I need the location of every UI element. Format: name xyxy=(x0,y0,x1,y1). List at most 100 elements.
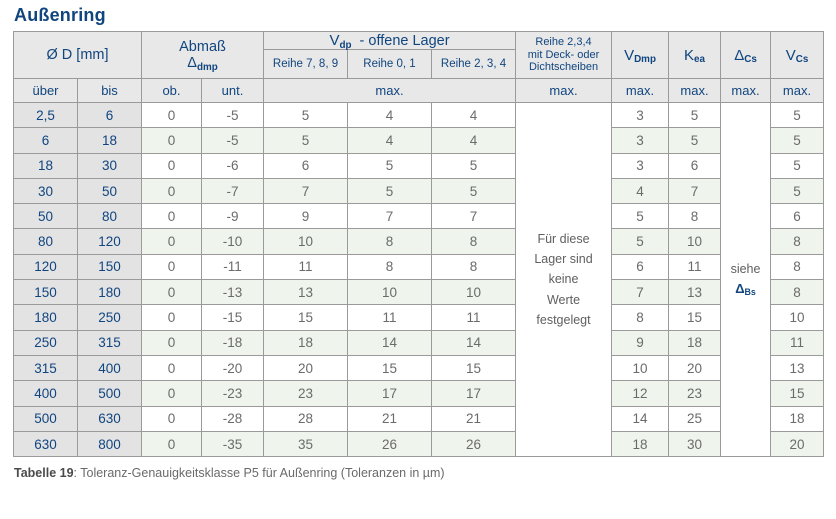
cell-ueber: 500 xyxy=(13,405,78,432)
th-abmass-line2: Δdmp xyxy=(187,55,218,73)
cell-bis: 500 xyxy=(77,380,142,407)
cell-unt: -18 xyxy=(201,329,264,356)
cell-unt: -23 xyxy=(201,380,264,407)
table-row: 6 18 0 -5 5 4 4 3 5 5 xyxy=(13,127,825,154)
cell-vcs: 20 xyxy=(770,430,825,458)
th-max-vdmp: max. xyxy=(611,78,670,103)
cell-kea: 11 xyxy=(668,253,722,281)
cell-vdp234: 14 xyxy=(430,329,517,356)
table-row: 150 180 0 -13 13 10 10 7 13 8 xyxy=(13,279,825,306)
cell-ob: 0 xyxy=(141,279,202,306)
cell-kea: 30 xyxy=(668,430,722,458)
cell-vdmp: 3 xyxy=(611,127,670,154)
cell-ueber: 180 xyxy=(13,304,78,331)
cell-kea: 25 xyxy=(668,405,722,432)
cell-ueber: 80 xyxy=(13,228,78,255)
cell-ob: 0 xyxy=(141,253,202,281)
cell-ueber: 2,5 xyxy=(13,101,78,129)
cell-ob: 0 xyxy=(141,101,202,129)
th-reihe-234: Reihe 2, 3, 4 xyxy=(430,49,517,79)
cell-bis: 180 xyxy=(77,279,142,306)
cell-bis: 150 xyxy=(77,253,142,281)
th-ueber: über xyxy=(13,78,78,103)
cell-ob: 0 xyxy=(141,354,202,382)
cell-vdp234: 4 xyxy=(430,101,517,129)
table-row: 250 315 0 -18 18 14 14 9 18 11 xyxy=(13,329,825,356)
cell-unt: -7 xyxy=(201,177,264,205)
cell-vdp789: 28 xyxy=(263,405,348,432)
merged-note-line: Lager sind xyxy=(534,252,593,267)
cell-vdmp: 12 xyxy=(611,380,670,407)
cell-vdmp: 14 xyxy=(611,405,670,432)
cell-vdp789: 10 xyxy=(263,228,348,255)
th-max-vdp: max. xyxy=(262,78,517,103)
th-reihe-789: Reihe 7, 8, 9 xyxy=(263,49,348,79)
table-row: 18 30 0 -6 6 5 5 3 6 5 xyxy=(13,152,825,179)
cell-bis: 120 xyxy=(77,228,142,255)
cell-vdp234: 15 xyxy=(430,354,517,382)
merged-note-no-values: Für diese Lager sind keine Werte festgelegt xyxy=(515,101,613,458)
cell-ueber: 18 xyxy=(13,152,78,179)
table-row: 400 500 0 -23 23 17 17 12 23 15 xyxy=(13,380,825,407)
cell-vdp01: 4 xyxy=(347,127,432,154)
cell-vcs: 5 xyxy=(770,177,825,205)
cell-vdmp: 3 xyxy=(611,101,670,129)
table-row: 120 150 0 -11 11 8 8 6 11 8 xyxy=(13,253,825,281)
th-ob: ob. xyxy=(141,78,202,103)
cell-vdp789: 20 xyxy=(263,354,348,382)
cell-vcs: 8 xyxy=(770,228,825,255)
cell-vdp789: 35 xyxy=(263,430,348,458)
caption-text: : Toleranz-Genauigkeitsklasse P5 für Auß… xyxy=(73,466,445,481)
cell-bis: 630 xyxy=(77,405,142,432)
th-reihe-01: Reihe 0, 1 xyxy=(347,49,432,79)
cell-vdp01: 14 xyxy=(347,329,432,356)
cell-bis: 800 xyxy=(77,430,142,458)
cell-vcs: 18 xyxy=(770,405,825,432)
cell-vdp789: 11 xyxy=(263,253,348,281)
cell-vdmp: 10 xyxy=(611,354,670,382)
merged-note-line: Für diese xyxy=(537,231,590,246)
table-caption: Tabelle 19: Toleranz-Genauigkeitsklasse … xyxy=(0,457,836,480)
cell-vcs: 11 xyxy=(770,329,825,356)
cell-unt: -28 xyxy=(201,405,264,432)
cell-kea: 5 xyxy=(668,101,722,129)
cell-vdp789: 5 xyxy=(263,101,348,129)
cell-kea: 6 xyxy=(668,152,722,179)
cell-vdp234: 7 xyxy=(430,203,517,230)
cell-bis: 250 xyxy=(77,304,142,331)
th-delta-cs: ΔCs xyxy=(720,31,772,79)
cell-vdp234: 10 xyxy=(430,279,517,306)
th-unt: unt. xyxy=(201,78,264,103)
cell-unt: -13 xyxy=(201,279,264,306)
cell-bis: 315 xyxy=(77,329,142,356)
cell-vdp789: 9 xyxy=(263,203,348,230)
cell-vdmp: 8 xyxy=(611,304,670,331)
cell-ueber: 315 xyxy=(13,354,78,382)
cell-unt: -15 xyxy=(201,304,264,331)
cell-vdp789: 6 xyxy=(263,152,348,179)
th-abmass-line1: Abmaß xyxy=(179,39,226,55)
header-row-2: Reihe 7, 8, 9 Reihe 0, 1 Reihe 2, 3, 4 xyxy=(14,49,824,79)
cell-vdp01: 21 xyxy=(347,405,432,432)
th-vdmp: VDmp xyxy=(611,31,670,79)
cell-vdp01: 5 xyxy=(347,152,432,179)
cell-unt: -5 xyxy=(201,127,264,154)
cell-vdmp: 7 xyxy=(611,279,670,306)
cell-ob: 0 xyxy=(141,380,202,407)
cell-ob: 0 xyxy=(141,203,202,230)
cell-bis: 80 xyxy=(77,203,142,230)
cell-unt: -10 xyxy=(201,228,264,255)
cell-bis: 400 xyxy=(77,354,142,382)
merged-note-line: Werte xyxy=(546,292,581,307)
cell-ob: 0 xyxy=(141,177,202,205)
cell-vdmp: 6 xyxy=(611,253,670,281)
cell-vdp234: 21 xyxy=(430,405,517,432)
cell-vdmp: 9 xyxy=(611,329,670,356)
cell-vdp01: 17 xyxy=(347,380,432,407)
cell-ueber: 120 xyxy=(13,253,78,281)
cell-vcs: 5 xyxy=(770,101,825,129)
th-diameter-group: Ø D [mm] xyxy=(13,31,142,79)
cell-kea: 15 xyxy=(668,304,722,331)
cell-kea: 10 xyxy=(668,228,722,255)
